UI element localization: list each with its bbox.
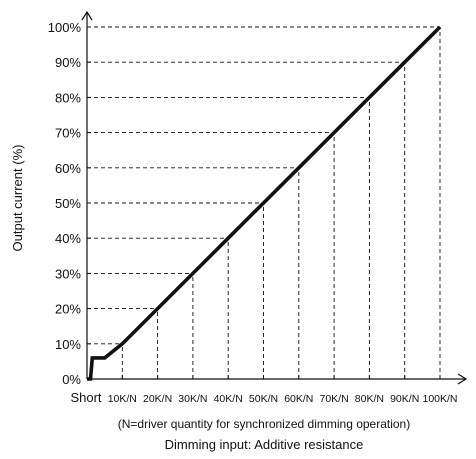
x-tick-label: 100K/N [422, 393, 457, 405]
chart-note: (N=driver quantity for synchronized dimm… [118, 417, 410, 431]
y-tick-label: 60% [55, 161, 81, 176]
x-axis-arrow [457, 373, 468, 385]
x-tick-label: 90K/N [390, 393, 419, 405]
grid-lines [87, 26, 441, 380]
x-tick-label: 40K/N [214, 393, 243, 405]
x-tick-label: 60K/N [284, 393, 313, 405]
series-line [87, 25, 442, 381]
y-tick-label: 50% [55, 196, 81, 211]
y-tick-labels: 0% 10% 20% 30% 40% 50% 60% 70% 80% 90% 100% [48, 20, 82, 387]
y-tick-label: 90% [55, 55, 81, 70]
x-tick-label: 20K/N [143, 393, 172, 405]
y-tick-label: 10% [55, 337, 81, 352]
y-tick-label: 30% [55, 266, 81, 281]
y-tick-label: 0% [62, 372, 81, 387]
x-tick-label: 30K/N [178, 393, 207, 405]
x-tick-label: 50K/N [249, 393, 278, 405]
y-tick-label: 20% [55, 302, 81, 317]
y-tick-label: 40% [55, 231, 81, 246]
series [87, 25, 442, 381]
x-axis-title: Dimming input: Additive resistance [165, 437, 364, 452]
axes [81, 10, 468, 385]
x-tick-label: 70K/N [320, 393, 349, 405]
y-tick-label: 70% [55, 126, 81, 141]
y-tick-label: 80% [55, 90, 81, 105]
y-tick-label: 100% [48, 20, 82, 35]
x-tick-label: 10K/N [108, 393, 137, 405]
x-short-label: Short [70, 390, 101, 405]
x-tick-label: 80K/N [355, 393, 384, 405]
y-axis-arrow [81, 10, 93, 21]
x-tick-labels: 10K/N 20K/N 30K/N 40K/N 50K/N 60K/N 70K/N 80K/N… [108, 393, 458, 405]
y-axis-title: Output current (%) [10, 145, 25, 252]
